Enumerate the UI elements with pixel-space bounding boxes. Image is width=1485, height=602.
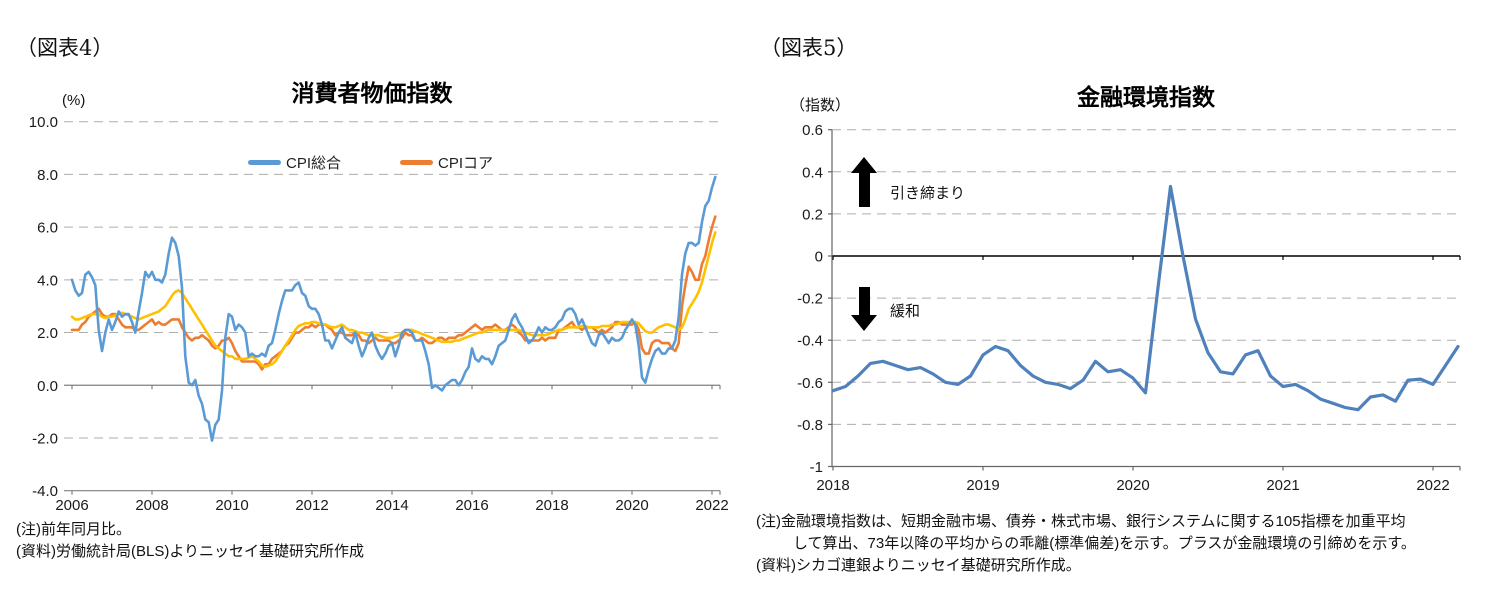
y-tick-label: 0.6: [802, 122, 823, 139]
x-tick-label: 2022: [695, 497, 728, 514]
ease-down-arrow-icon: [859, 287, 870, 316]
y-tick-label: 10.0: [29, 114, 58, 131]
x-tick-label: 2022: [1416, 477, 1449, 494]
x-tick-label: 2012: [295, 497, 328, 514]
series-line-CPIコア: [70, 215, 717, 371]
legend-label: CPIコア: [438, 155, 494, 172]
x-tick-label: 2008: [135, 497, 168, 514]
cpi-chart-title: 消費者物価指数: [291, 80, 453, 106]
y-tick-label: 0: [815, 249, 823, 266]
y-tick-label: -2.0: [32, 430, 58, 447]
x-tick-label: 2020: [615, 497, 648, 514]
tighten-annotation-label: 引き締まり: [890, 185, 966, 202]
tighten-up-arrow-icon: [851, 157, 877, 173]
legend-label: CPI総合: [286, 155, 342, 172]
fci-y-axis-unit-label: （指数）: [790, 97, 851, 114]
x-tick-label: 2020: [1116, 477, 1149, 494]
cpi-note-line: (注)前年同月比。: [16, 521, 131, 538]
y-tick-label: 4.0: [37, 272, 58, 289]
cpi-sogo-line-swatch-icon: [248, 160, 281, 165]
series-line-金融環境指数: [831, 184, 1460, 412]
x-tick-label: 2014: [375, 497, 408, 514]
ease-annotation-label: 緩和: [890, 303, 921, 320]
y-tick-label: -0.4: [797, 333, 823, 350]
x-tick-label: 2018: [535, 497, 568, 514]
fci-chart-title: 金融環境指数: [1077, 84, 1215, 110]
cpi-core-line-swatch-icon: [400, 160, 433, 165]
fci-note-line-2: して算出、73年以降の平均からの乖離(標準偏差)を示す。プラスが金融環境の引締め…: [793, 535, 1416, 552]
ease-down-arrow-icon: [851, 315, 877, 331]
tighten-up-arrow-icon: [859, 171, 870, 207]
y-tick-label: -0.6: [797, 375, 823, 392]
y-tick-label: -1: [810, 459, 823, 476]
figure4-label: （図表4）: [16, 36, 114, 60]
y-tick-label: 2.0: [37, 325, 58, 342]
y-tick-label: 0.4: [802, 164, 823, 181]
figure5-label: （図表5）: [760, 36, 858, 60]
x-tick-label: 2019: [966, 477, 999, 494]
y-tick-label: 8.0: [37, 167, 58, 184]
x-tick-label: 2018: [816, 477, 849, 494]
y-tick-label: 0.2: [802, 206, 823, 223]
x-tick-label: 2006: [55, 497, 88, 514]
y-tick-label: 6.0: [37, 220, 58, 237]
series-line-CPI総合: [70, 175, 717, 442]
y-tick-label: -0.2: [797, 291, 823, 308]
fci-note-line-1: (注)金融環境指数は、短期金融市場、債券・株式市場、銀行システムに関する105指…: [756, 513, 1406, 530]
y-tick-label: -0.8: [797, 417, 823, 434]
x-tick-label: 2010: [215, 497, 248, 514]
y-tick-label: 0.0: [37, 378, 58, 395]
fci-source-line: (資料)シカゴ連銀よりニッセイ基礎研究所作成。: [756, 557, 1081, 574]
series-line-unlabeled: [70, 231, 717, 369]
x-tick-label: 2021: [1266, 477, 1299, 494]
legend-item-cpi-sogo: CPI総合: [248, 152, 341, 173]
cpi-source-line: (資料)労働統計局(BLS)よりニッセイ基礎研究所作成: [16, 543, 365, 560]
cpi-y-axis-unit-label: (%): [62, 92, 86, 109]
y-tick-label: -4.0: [32, 483, 58, 500]
x-tick-label: 2016: [455, 497, 488, 514]
legend-item-cpi-core: CPIコア: [400, 152, 493, 173]
